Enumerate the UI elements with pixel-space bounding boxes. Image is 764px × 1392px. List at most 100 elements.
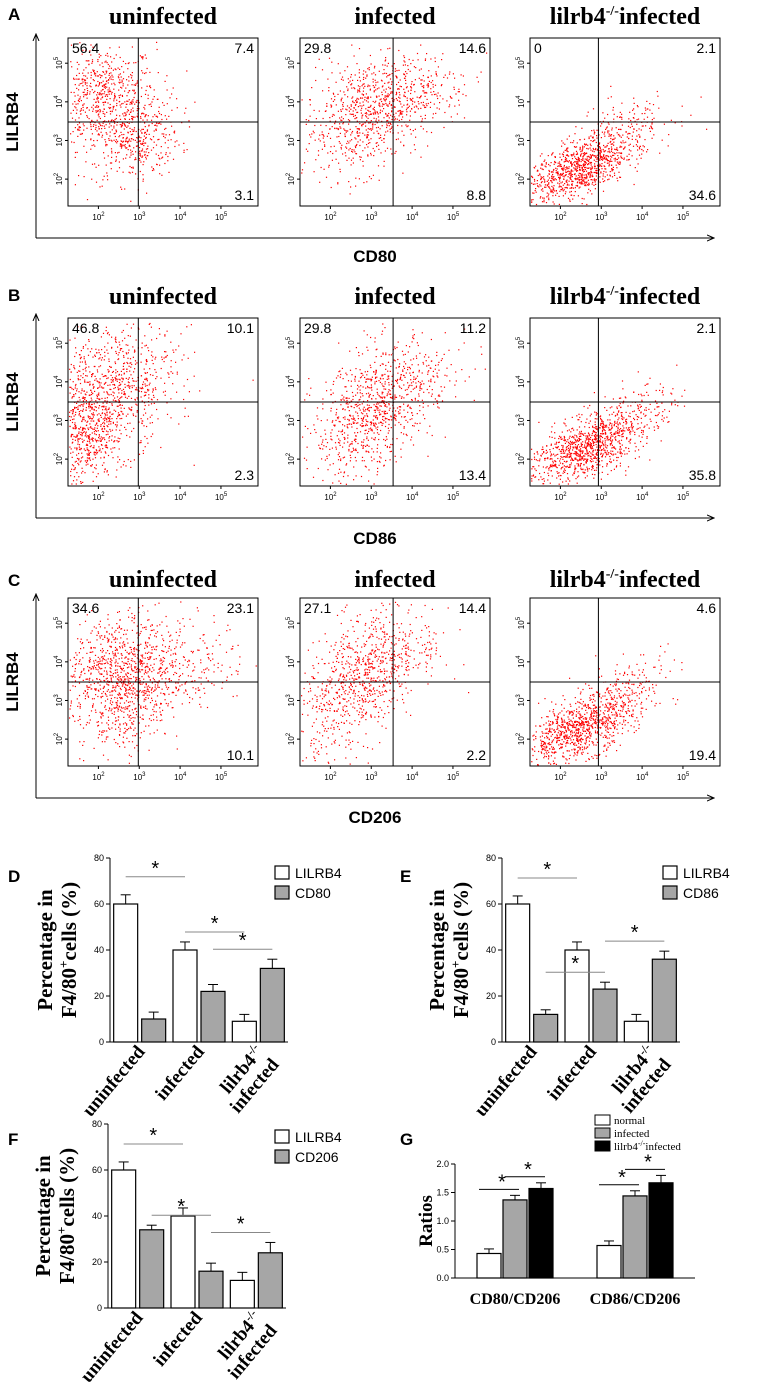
event-dot [132, 110, 134, 112]
event-dot [123, 373, 125, 375]
event-dot [628, 137, 630, 140]
event-dot [352, 110, 354, 112]
event-dot [96, 139, 98, 142]
event-dot [70, 436, 72, 438]
event-dot [388, 404, 390, 406]
event-dot [138, 421, 140, 423]
event-dot [313, 171, 315, 173]
event-dot [88, 453, 90, 455]
event-dot [164, 351, 166, 353]
event-dot [97, 60, 99, 63]
event-dot [119, 404, 121, 406]
event-dot [553, 203, 555, 205]
event-dot [612, 166, 614, 168]
event-dot [341, 144, 343, 146]
event-dot [423, 90, 425, 92]
event-dot [577, 161, 579, 163]
event-dot [656, 90, 658, 93]
event-dot [575, 179, 577, 181]
event-dot [92, 392, 94, 394]
event-dot [351, 441, 353, 443]
event-dot [99, 448, 101, 450]
event-dot [566, 168, 568, 170]
event-dot [548, 185, 550, 187]
event-dot [103, 471, 105, 473]
event-dot [127, 132, 129, 134]
event-dot [69, 446, 71, 448]
event-dot [341, 429, 344, 431]
event-dot [131, 118, 133, 120]
event-dot [419, 389, 421, 391]
event-dot [144, 385, 147, 387]
event-dot [395, 410, 397, 412]
event-dot [122, 388, 125, 390]
event-dot [354, 114, 356, 117]
event-dot [99, 94, 101, 96]
event-dot [359, 409, 361, 411]
event-dot [434, 368, 436, 370]
event-dot [379, 402, 381, 404]
event-dot [134, 84, 137, 86]
event-dot [350, 415, 352, 417]
event-dot [419, 422, 421, 424]
event-dot [399, 110, 401, 112]
event-dot [118, 448, 120, 450]
event-dot [406, 405, 409, 407]
event-dot [349, 423, 351, 425]
event-dot [171, 109, 173, 111]
event-dot [81, 132, 83, 135]
event-dot [345, 114, 347, 116]
x-tick-base: 10 [215, 213, 224, 222]
event-dot [93, 124, 95, 126]
event-dot [373, 117, 375, 119]
event-dot [650, 125, 652, 127]
event-dot [354, 438, 356, 440]
event-dot [568, 160, 570, 162]
event-dot [634, 120, 636, 122]
event-dot [119, 118, 122, 120]
event-dot [128, 145, 130, 147]
event-dot [143, 408, 146, 410]
event-dot [100, 382, 102, 384]
event-dot [401, 118, 403, 121]
event-dot [115, 372, 117, 374]
event-dot [378, 433, 380, 435]
event-dot [403, 60, 405, 62]
event-dot [108, 437, 110, 439]
event-dot [613, 144, 615, 146]
event-dot [305, 459, 308, 461]
event-dot [438, 407, 440, 409]
event-dot [79, 354, 81, 356]
event-dot [641, 153, 643, 155]
event-dot [368, 410, 370, 412]
event-dot [375, 405, 377, 407]
event-dot [406, 394, 408, 396]
event-dot [130, 77, 133, 79]
event-dot [394, 348, 396, 350]
event-dot [84, 449, 86, 452]
event-dot [312, 130, 314, 132]
event-dot [553, 176, 555, 178]
event-dot [591, 150, 594, 152]
event-dot [617, 155, 619, 157]
event-dot [627, 125, 630, 127]
event-dot [553, 189, 555, 191]
event-dot [415, 67, 417, 69]
event-dot [362, 83, 364, 85]
event-dot [144, 122, 146, 124]
event-dot [132, 139, 134, 141]
event-dot [149, 422, 151, 424]
event-dot [576, 167, 578, 169]
event-dot [332, 392, 334, 394]
event-dot [83, 96, 85, 98]
event-dot [417, 364, 419, 366]
event-dot [611, 170, 613, 172]
event-dot [133, 129, 135, 131]
event-dot [116, 424, 118, 426]
event-dot [148, 384, 150, 386]
event-dot [393, 63, 395, 65]
y-tick-base: 10 [55, 60, 64, 69]
event-dot [333, 93, 335, 95]
event-dot [343, 472, 345, 474]
event-dot [613, 154, 615, 156]
